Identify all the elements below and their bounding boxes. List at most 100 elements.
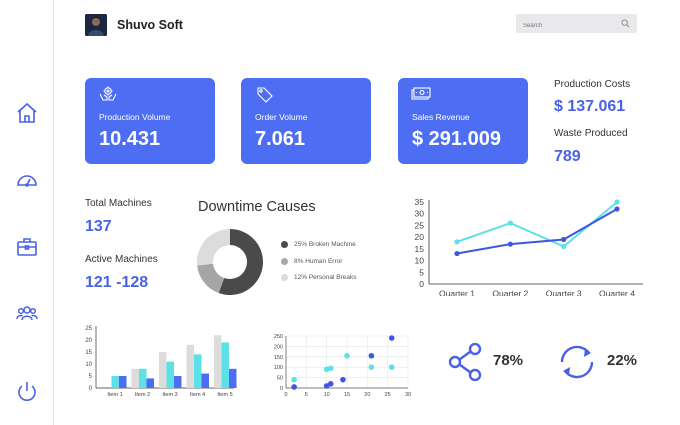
series-line (456, 201, 618, 248)
x-tick-label: Item 5 (217, 392, 232, 398)
y-tick-label: 35 (415, 197, 425, 207)
bar (139, 368, 147, 388)
y-tick-label: 0 (280, 386, 283, 392)
x-tick-label: Item 1 (107, 392, 122, 398)
share-icon[interactable] (448, 343, 482, 381)
scatter-point (291, 384, 297, 390)
x-tick-label: Item 4 (190, 392, 205, 398)
x-tick-label: 10 (324, 392, 330, 398)
search-box[interactable] (516, 14, 637, 36)
scatter-point (291, 376, 297, 383)
legend-swatch (281, 274, 288, 281)
series-line (456, 208, 618, 255)
y-tick-label: 20 (85, 338, 92, 344)
x-tick-label: 20 (364, 392, 370, 398)
scatter-chart: 0 50 100 150 200 250 0 5 10 15 20 25 30 (274, 334, 411, 398)
active-machines-value: 121 -128 (85, 274, 149, 291)
bar (221, 342, 229, 388)
bar (194, 354, 202, 388)
money-icon (411, 87, 431, 100)
share-percent: 78% (493, 352, 524, 369)
data-point (561, 243, 567, 250)
legend-item: 8% Human Error (281, 258, 342, 265)
x-tick-label: Quarter 2 (492, 289, 528, 296)
home-icon[interactable] (15, 101, 39, 125)
briefcase-icon[interactable] (15, 235, 39, 259)
y-tick-label: 25 (415, 220, 425, 230)
bar (146, 378, 154, 388)
y-tick-label: 0 (89, 386, 93, 392)
scatter-point (368, 364, 375, 370)
y-tick-label: 25 (85, 326, 92, 332)
x-tick-label: Quarter 1 (439, 289, 475, 296)
card-value: 7.061 (255, 128, 306, 150)
scatter-point (327, 381, 334, 387)
y-tick-label: 30 (415, 209, 425, 219)
y-tick-label: 250 (274, 334, 283, 340)
card-label: Order Volume (255, 112, 308, 122)
card-label: Sales Revenue (412, 112, 470, 122)
y-tick-label: 5 (89, 374, 93, 380)
legend-label: 8% Human Error (294, 258, 343, 265)
data-point (507, 241, 513, 247)
data-point (614, 199, 620, 205)
active-machines-label: Active Machines (85, 254, 158, 265)
x-tick-label: 5 (305, 392, 308, 398)
production-volume-card[interactable]: Production Volume 10.431 (85, 78, 215, 164)
scatter-point (388, 364, 395, 370)
y-tick-label: 5 (419, 267, 424, 277)
power-icon[interactable] (15, 380, 39, 404)
dashboard-gauge-icon[interactable] (15, 169, 39, 193)
y-tick-label: 100 (274, 365, 283, 371)
y-tick-label: 15 (415, 244, 425, 254)
legend-label: 25% Broken Machine (294, 241, 356, 248)
pie-slice (197, 263, 225, 294)
app-name: Shuvo Soft (117, 18, 183, 32)
waste-produced-value: 789 (554, 148, 581, 165)
bar (111, 376, 119, 388)
refresh-icon[interactable] (556, 342, 598, 382)
bar (174, 376, 182, 388)
production-costs-value: $ 137.061 (554, 98, 626, 115)
legend-item: 12% Personal Breaks (281, 274, 357, 281)
legend-swatch (281, 241, 288, 248)
search-input[interactable] (516, 16, 611, 36)
x-tick-label: Item 2 (135, 392, 150, 398)
sidebar (0, 0, 54, 425)
data-point (614, 206, 620, 212)
bar (166, 361, 174, 388)
y-tick-label: 20 (415, 232, 425, 242)
x-tick-label: Quarter 3 (546, 289, 582, 296)
card-value: 10.431 (99, 128, 161, 150)
y-tick-label: 10 (415, 256, 425, 266)
pie-slice (197, 229, 230, 266)
bar (119, 376, 127, 388)
bar (214, 335, 222, 388)
order-volume-card[interactable]: Order Volume 7.061 (241, 78, 371, 164)
scatter-point (340, 376, 346, 383)
bar (159, 352, 167, 388)
y-tick-label: 10 (85, 362, 92, 368)
data-point (507, 220, 513, 226)
scatter-point (368, 352, 375, 359)
bar (131, 368, 139, 388)
legend-label: 12% Personal Breaks (294, 274, 357, 281)
bar (201, 373, 209, 388)
sales-revenue-card[interactable]: Sales Revenue $ 291.009 (398, 78, 528, 164)
tag-icon (257, 87, 273, 103)
production-costs-label: Production Costs (554, 79, 631, 90)
y-tick-label: 50 (277, 376, 283, 382)
waste-produced-label: Waste Produced (554, 128, 628, 139)
bar (186, 344, 194, 388)
avatar[interactable] (85, 14, 107, 36)
legend-item: 25% Broken Machine (281, 241, 356, 248)
x-tick-label: 30 (405, 392, 411, 398)
y-tick-label: 0 (419, 279, 424, 289)
users-icon[interactable] (15, 301, 39, 325)
card-value: $ 291.009 (412, 128, 501, 150)
search-icon[interactable] (621, 19, 630, 28)
x-tick-label: Item 3 (162, 392, 177, 398)
scatter-point (388, 335, 395, 341)
scatter-point (327, 365, 334, 372)
